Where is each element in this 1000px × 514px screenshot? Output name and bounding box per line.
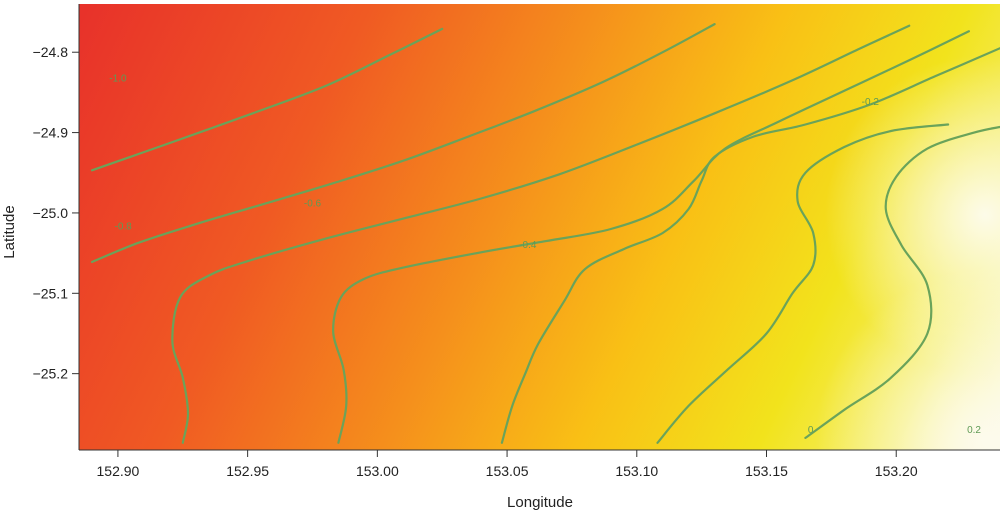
x-tick-label: 153.10: [615, 463, 658, 479]
contour-line: [656, 123, 950, 444]
x-tick-label: 153.15: [745, 463, 788, 479]
y-tick-label: −25.2: [33, 366, 69, 382]
y-tick-label: −24.8: [33, 44, 69, 60]
contour-label: -0.2: [862, 97, 880, 108]
y-tick-label: −25.0: [33, 205, 69, 221]
y-tick-label: −24.9: [33, 125, 69, 141]
contour-label: 0: [808, 425, 814, 436]
contour-line: [171, 24, 911, 444]
contour-label: -0.4: [519, 240, 537, 251]
contour-label: -1.0: [109, 74, 127, 85]
x-tick-label: 152.95: [226, 463, 269, 479]
x-tick-label: 153.00: [356, 463, 399, 479]
y-ticks: −24.8 −24.9 −25.0 −25.1 −25.2: [33, 44, 79, 382]
contour-lines: -1.0 -0.8 -0.6 -0.4 -0.2 0 0.2: [90, 23, 1000, 444]
y-axis-title: Latitude: [1, 205, 18, 258]
contour-label: -0.8: [114, 222, 132, 233]
x-axis-title: Longitude: [507, 494, 573, 511]
x-tick-label: 153.20: [875, 463, 918, 479]
contour-label: -0.6: [304, 198, 322, 209]
contour-label: 0.2: [967, 425, 981, 436]
contour-line: [90, 27, 444, 172]
heatmap-surface: [79, 4, 1000, 450]
contour-line: [804, 125, 1000, 439]
contour-line: [332, 30, 970, 444]
contour-line: [500, 47, 1000, 444]
contour-line: [90, 23, 716, 264]
x-ticks: 152.90 152.95 153.00 153.05 153.10 153.15 153.…: [97, 450, 918, 479]
x-tick-label: 152.90: [97, 463, 140, 479]
y-tick-label: −25.1: [33, 285, 69, 301]
x-tick-label: 153.05: [486, 463, 529, 479]
axes: [78, 4, 1000, 451]
